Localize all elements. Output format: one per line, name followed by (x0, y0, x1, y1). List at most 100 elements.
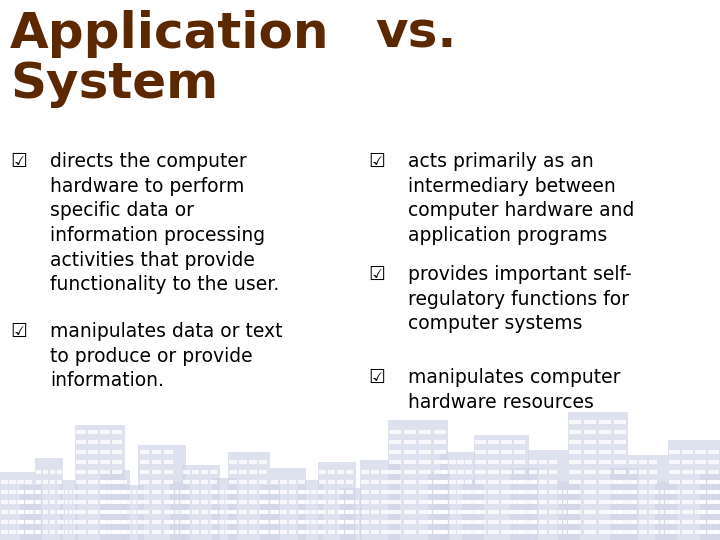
Bar (180, 510, 184, 514)
Bar (441, 490, 448, 494)
Bar (213, 520, 218, 524)
Bar (229, 520, 237, 524)
Bar (525, 520, 530, 524)
Bar (20, 530, 24, 534)
Bar (682, 490, 693, 494)
Bar (660, 520, 664, 524)
Bar (433, 520, 437, 524)
Bar (488, 440, 499, 444)
Bar (477, 490, 481, 494)
Bar (625, 480, 630, 484)
Bar (695, 520, 706, 524)
Bar (299, 490, 304, 494)
Bar (467, 510, 471, 514)
Bar (599, 430, 611, 434)
Bar (175, 510, 179, 514)
Bar (76, 530, 86, 534)
Bar (532, 490, 537, 494)
Bar (695, 500, 706, 504)
Bar (563, 510, 567, 514)
Bar (558, 510, 562, 514)
Bar (708, 530, 719, 534)
Bar (100, 450, 110, 454)
Bar (419, 480, 431, 484)
Bar (337, 510, 344, 514)
Bar (112, 500, 122, 504)
Bar (449, 520, 456, 524)
Bar (88, 460, 98, 464)
Bar (488, 490, 499, 494)
Bar (164, 460, 173, 464)
Bar (472, 490, 476, 494)
Bar (260, 530, 264, 534)
Bar (404, 440, 416, 444)
Bar (180, 530, 184, 534)
Bar (271, 490, 278, 494)
Text: directs the computer
hardware to perform
specific data or
information processing: directs the computer hardware to perform… (50, 152, 279, 294)
Bar (404, 480, 416, 484)
Bar (475, 490, 486, 494)
Bar (649, 530, 657, 534)
Bar (360, 460, 400, 540)
Bar (599, 480, 611, 484)
Bar (568, 530, 572, 534)
Bar (50, 530, 55, 534)
Bar (529, 460, 537, 464)
Bar (539, 460, 547, 464)
Bar (229, 500, 237, 504)
Bar (88, 440, 98, 444)
Bar (568, 500, 572, 504)
Bar (182, 465, 220, 540)
Bar (1, 530, 8, 534)
Bar (355, 530, 359, 534)
Bar (669, 450, 680, 454)
Bar (298, 500, 305, 504)
Bar (270, 510, 274, 514)
Bar (319, 500, 326, 504)
Bar (599, 450, 611, 454)
Bar (404, 500, 416, 504)
Bar (112, 510, 122, 514)
Bar (695, 470, 706, 474)
Bar (614, 470, 626, 474)
Bar (175, 520, 179, 524)
Bar (88, 480, 98, 484)
Bar (584, 510, 596, 514)
Bar (100, 480, 110, 484)
Bar (88, 520, 98, 524)
Bar (569, 450, 581, 454)
Bar (714, 480, 720, 484)
Bar (219, 530, 224, 534)
Bar (419, 470, 431, 474)
Bar (345, 510, 349, 514)
Bar (114, 520, 120, 524)
Bar (132, 530, 136, 534)
Bar (88, 490, 98, 494)
Bar (170, 482, 190, 540)
Bar (140, 530, 149, 534)
Bar (649, 520, 657, 524)
Bar (50, 500, 55, 504)
Bar (152, 530, 161, 534)
Bar (127, 500, 131, 504)
Bar (213, 490, 218, 494)
Bar (231, 510, 236, 514)
Bar (584, 490, 596, 494)
Bar (371, 470, 379, 474)
Bar (655, 500, 659, 504)
Bar (381, 500, 389, 504)
Bar (361, 470, 369, 474)
Bar (1, 520, 8, 524)
Bar (428, 500, 432, 504)
Bar (404, 530, 416, 534)
Bar (76, 500, 86, 504)
Bar (708, 480, 719, 484)
Bar (289, 500, 296, 504)
Bar (305, 490, 310, 494)
Bar (563, 530, 567, 534)
Bar (229, 480, 237, 484)
Bar (346, 500, 353, 504)
Bar (477, 520, 481, 524)
Bar (9, 510, 16, 514)
Bar (511, 480, 516, 484)
